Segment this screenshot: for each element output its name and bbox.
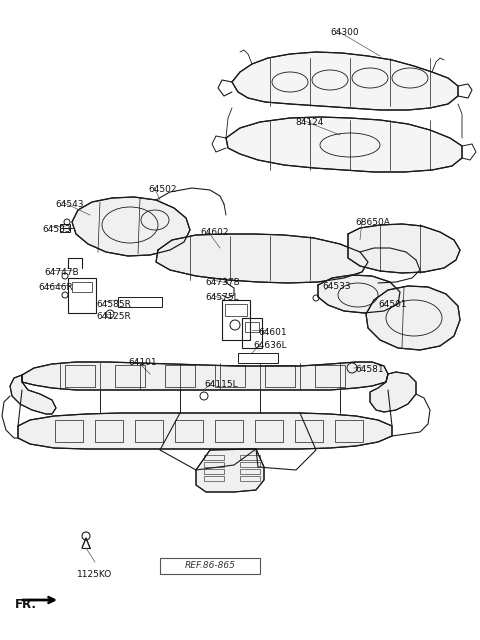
Text: 64646R: 64646R [38, 283, 73, 292]
Bar [165, 365, 195, 387]
Bar [118, 297, 162, 307]
Bar [204, 462, 224, 467]
Polygon shape [226, 117, 462, 172]
Bar [215, 420, 243, 442]
Bar [204, 469, 224, 474]
Bar [335, 420, 363, 442]
Bar [238, 353, 278, 363]
Text: 64602: 64602 [200, 228, 228, 237]
Polygon shape [366, 286, 460, 350]
Text: 84124: 84124 [295, 118, 324, 127]
Bar [204, 455, 224, 460]
Text: 64581: 64581 [355, 365, 384, 374]
Bar [160, 558, 260, 574]
Bar [115, 365, 145, 387]
Polygon shape [370, 372, 416, 412]
Bar [240, 462, 260, 467]
Text: 64543: 64543 [55, 200, 84, 209]
Bar [315, 365, 345, 387]
Bar [255, 420, 283, 442]
Polygon shape [22, 362, 388, 390]
Bar [204, 476, 224, 481]
Text: 64115L: 64115L [204, 380, 238, 389]
Text: 64601: 64601 [258, 328, 287, 337]
Text: REF.86-865: REF.86-865 [185, 561, 235, 570]
Text: 64575L: 64575L [205, 293, 239, 302]
Text: 64583: 64583 [42, 225, 71, 234]
Bar [65, 365, 95, 387]
Bar [222, 300, 250, 340]
Bar [175, 420, 203, 442]
Text: 68650A: 68650A [355, 218, 390, 227]
Bar [242, 318, 262, 348]
Bar [295, 420, 323, 442]
Text: 64737B: 64737B [205, 278, 240, 287]
Bar [60, 224, 70, 232]
Text: 64125R: 64125R [96, 312, 131, 321]
Bar [215, 365, 245, 387]
Polygon shape [72, 197, 190, 256]
Polygon shape [348, 224, 460, 273]
Text: 64501: 64501 [378, 300, 407, 309]
Bar [265, 365, 295, 387]
Bar [225, 304, 247, 316]
Polygon shape [10, 375, 56, 414]
Bar [68, 278, 96, 313]
Text: 64747B: 64747B [44, 268, 79, 277]
Polygon shape [196, 449, 264, 492]
Bar [240, 476, 260, 481]
Text: 64533: 64533 [322, 282, 350, 291]
Bar [72, 282, 92, 292]
Bar [55, 420, 83, 442]
Polygon shape [156, 234, 368, 283]
Text: 64585R: 64585R [96, 300, 131, 309]
Text: 64101: 64101 [128, 358, 156, 367]
Text: 64636L: 64636L [253, 341, 287, 350]
Polygon shape [18, 413, 392, 449]
Polygon shape [232, 52, 458, 110]
Text: FR.: FR. [15, 598, 37, 611]
Text: 64502: 64502 [148, 185, 177, 194]
Bar [240, 455, 260, 460]
Bar [135, 420, 163, 442]
Polygon shape [318, 275, 400, 313]
Text: 1125KO: 1125KO [77, 570, 113, 579]
Bar [240, 469, 260, 474]
Bar [245, 322, 259, 332]
Text: 64300: 64300 [330, 28, 359, 37]
Bar [95, 420, 123, 442]
